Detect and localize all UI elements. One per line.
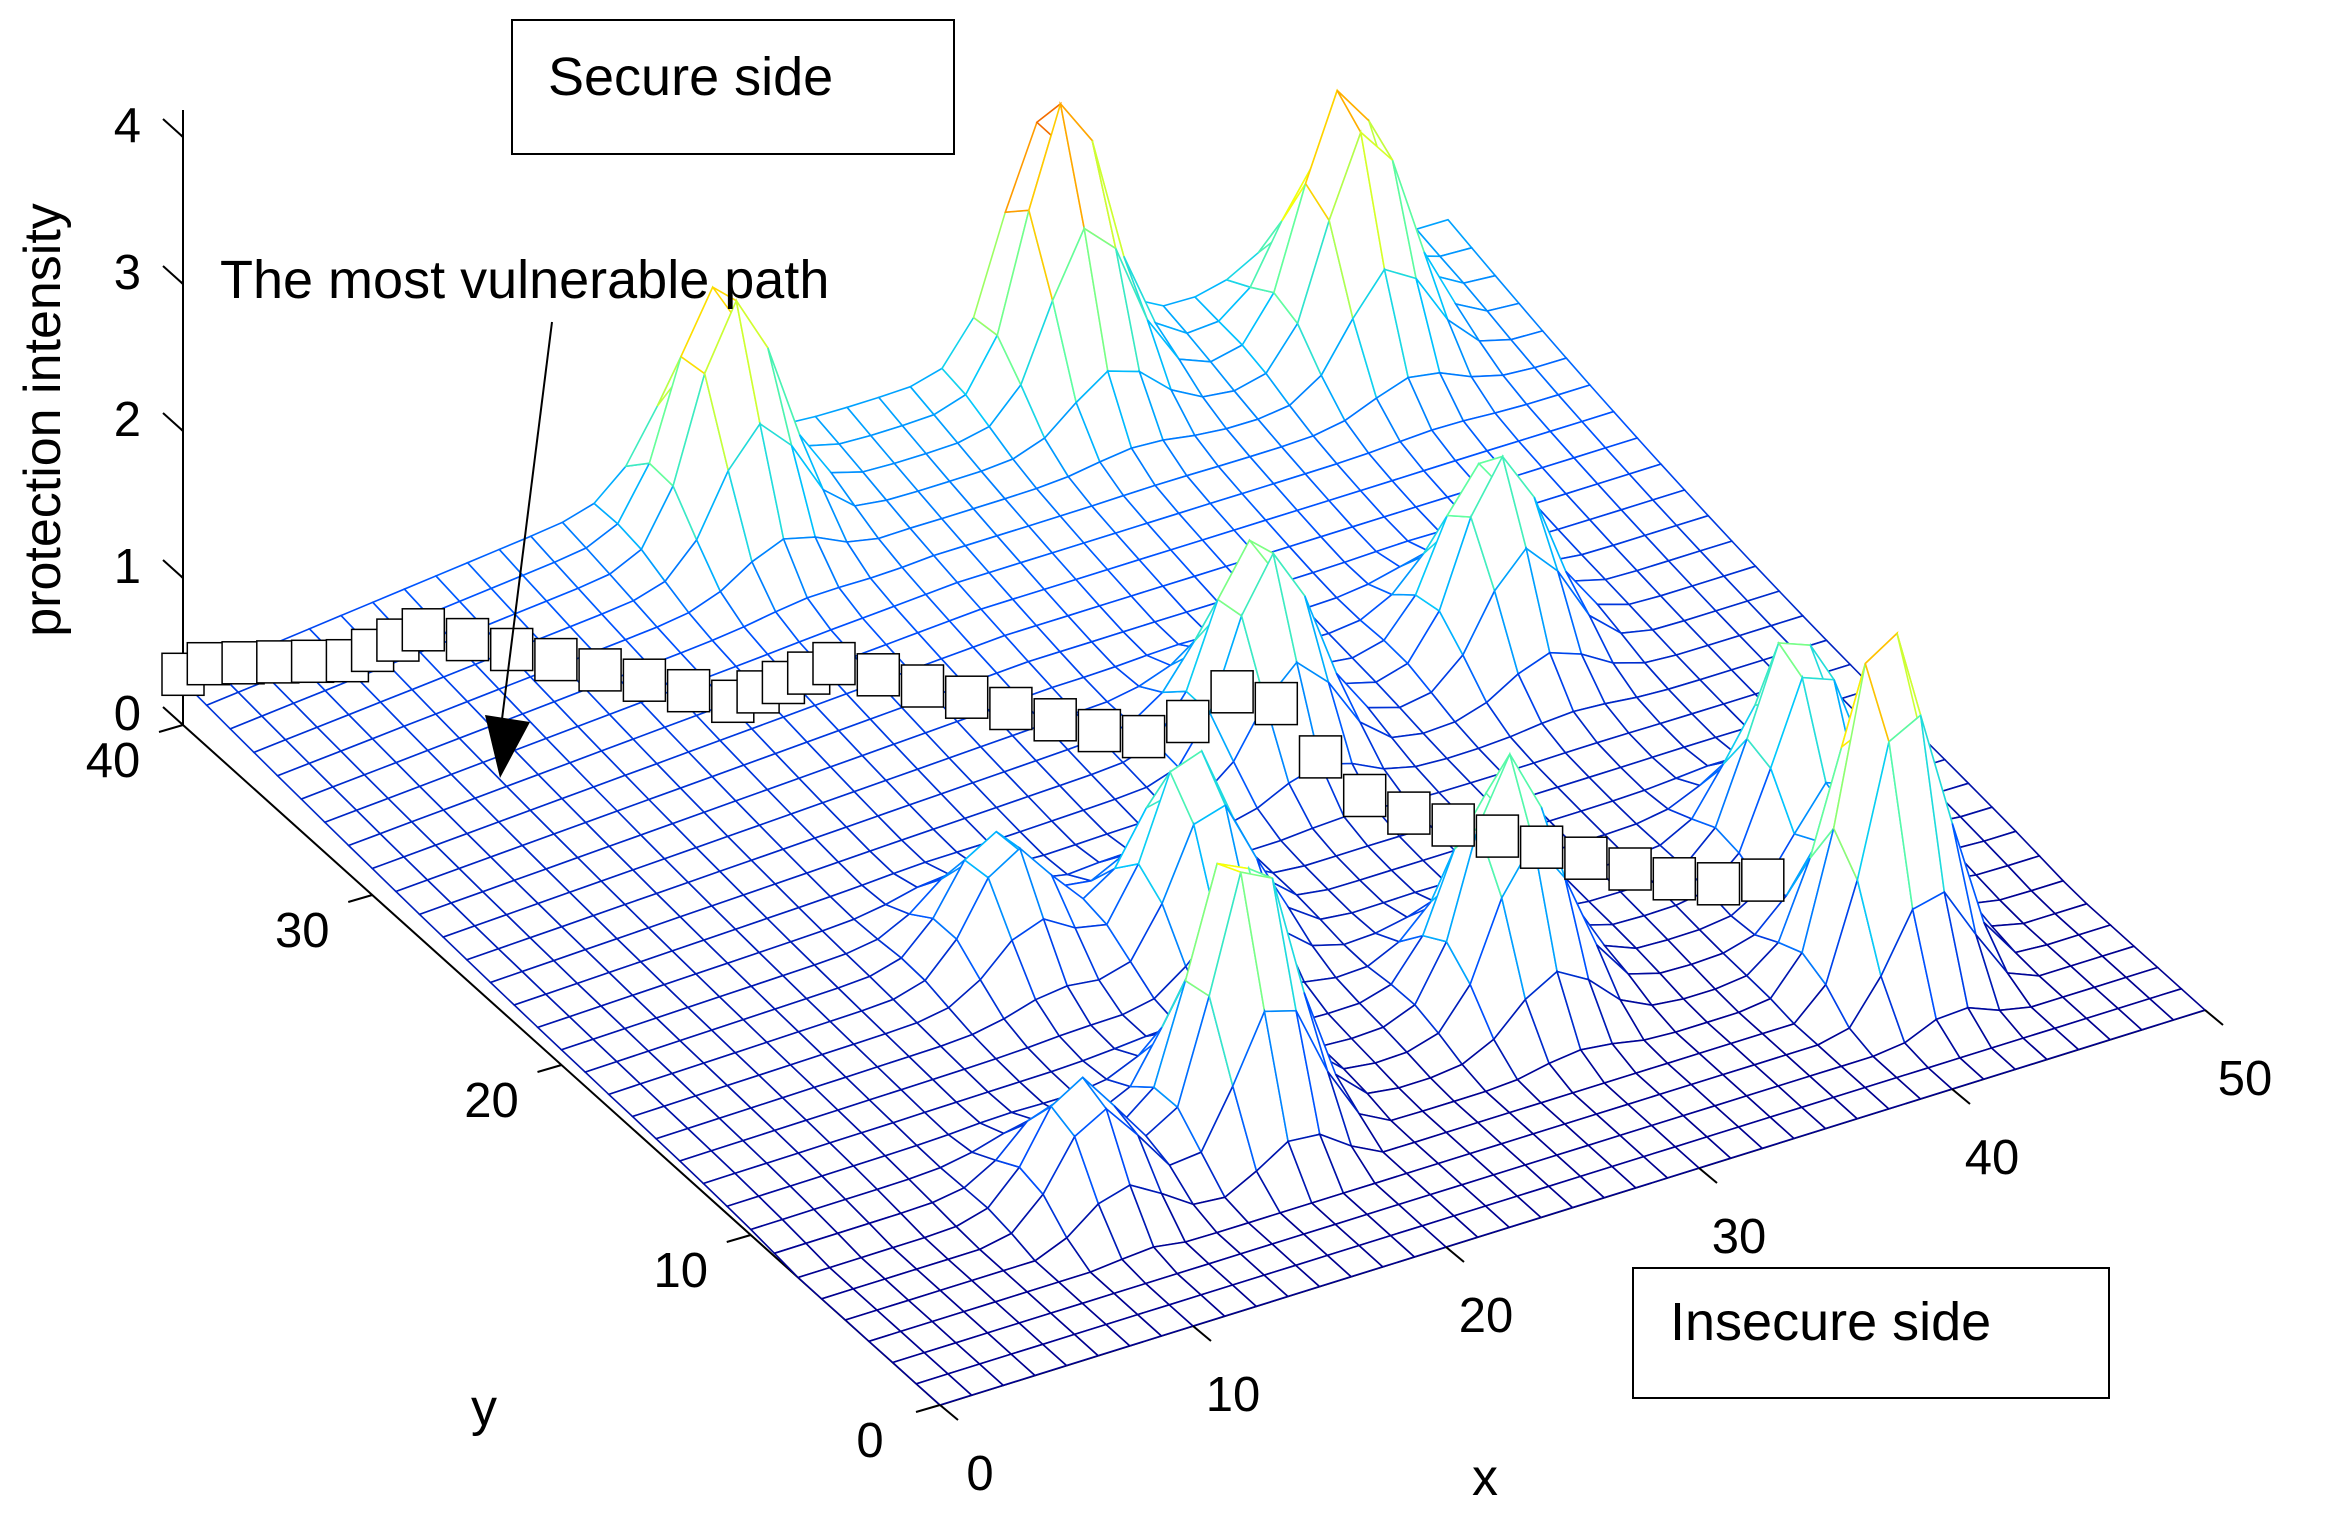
- path-marker: [445, 617, 490, 662]
- insecure-side-box: [1632, 1267, 2110, 1399]
- z-tick-label: 1: [114, 540, 141, 594]
- z-tick-mark: [162, 118, 184, 138]
- path-marker: [1696, 862, 1741, 906]
- x-tick-mark: [2204, 1009, 2224, 1026]
- y-axis-label: y: [471, 1379, 497, 1437]
- z-tick-label: 4: [114, 99, 141, 153]
- y-tick-label: 10: [653, 1244, 708, 1298]
- path-marker: [900, 664, 945, 708]
- x-tick-label: 50: [2218, 1052, 2273, 1106]
- x-tick-label: 40: [1965, 1131, 2020, 1185]
- z-tick-label: 2: [114, 393, 141, 447]
- path-marker: [1431, 803, 1475, 847]
- x-tick-label: 0: [966, 1447, 993, 1501]
- path-marker: [401, 608, 446, 652]
- path-marker: [534, 637, 578, 682]
- y-tick-label: 20: [464, 1074, 519, 1128]
- path-marker: [666, 668, 711, 713]
- x-tick-mark: [1445, 1246, 1465, 1263]
- y-tick-label: 40: [86, 734, 141, 788]
- y-tick-label: 30: [275, 904, 330, 958]
- y-tick-mark: [347, 894, 373, 903]
- path-marker: [1254, 681, 1299, 726]
- path-marker: [1298, 735, 1343, 779]
- path-marker: [812, 641, 856, 686]
- y-tick-mark: [537, 1064, 562, 1073]
- z-tick-mark: [162, 706, 184, 726]
- x-tick-mark: [1951, 1088, 1971, 1105]
- path-annotation-arrowhead: [485, 715, 530, 778]
- path-marker: [1033, 698, 1077, 742]
- mesh-cell: [2148, 987, 2207, 1021]
- path-marker: [622, 658, 667, 702]
- surface-mesh: [181, 88, 2207, 1406]
- z-tick-mark: [162, 412, 184, 432]
- path-marker: [944, 675, 989, 719]
- path-marker: [1342, 773, 1387, 818]
- x-tick-label: 10: [1206, 1368, 1261, 1422]
- y-tick-mark: [726, 1234, 752, 1243]
- secure-side-label: Secure side: [548, 47, 833, 107]
- x-tick-mark: [1698, 1167, 1718, 1184]
- path-marker: [989, 686, 1033, 731]
- y-tick-mark: [158, 724, 184, 733]
- y-tick-mark: [915, 1404, 941, 1413]
- path-marker: [1387, 791, 1431, 835]
- path-marker: [711, 679, 755, 724]
- x-axis-label: x: [1472, 1449, 1498, 1507]
- vulnerable-path: [161, 608, 1785, 906]
- path-marker: [1077, 708, 1122, 753]
- path-marker: [1475, 814, 1520, 858]
- path-marker: [1652, 857, 1697, 901]
- path-marker: [578, 648, 622, 692]
- secure-side-box: [511, 19, 955, 155]
- insecure-side-label: Insecure side: [1670, 1292, 1991, 1352]
- x-tick-mark: [1192, 1325, 1212, 1342]
- path-marker: [856, 653, 901, 697]
- path-marker: [1564, 836, 1608, 880]
- z-tick-mark: [162, 559, 184, 579]
- x-tick-mark: [939, 1404, 959, 1421]
- path-marker: [1608, 847, 1652, 891]
- z-axis-label: protection intensity: [14, 203, 72, 637]
- z-tick-mark: [162, 265, 184, 285]
- x-tick-label: 30: [1712, 1210, 1767, 1264]
- path-marker: [1210, 670, 1254, 714]
- path-marker: [1121, 714, 1166, 759]
- y-tick-label: 0: [856, 1414, 883, 1468]
- path-marker: [1519, 825, 1564, 869]
- path-annotation-arrow-line: [499, 321, 553, 736]
- path-marker: [1741, 858, 1785, 902]
- z-tick-label: 0: [114, 687, 141, 741]
- path-annotation-label: The most vulnerable path: [220, 250, 829, 310]
- x-tick-label: 20: [1459, 1289, 1514, 1343]
- z-tick-label: 3: [114, 246, 141, 300]
- path-marker: [1166, 699, 1210, 744]
